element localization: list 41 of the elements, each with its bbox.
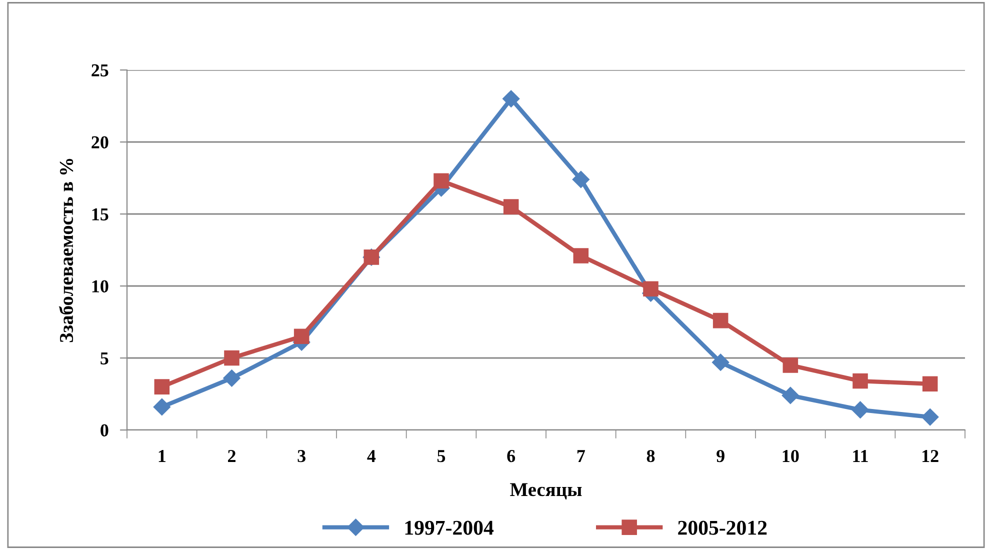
point bbox=[782, 358, 798, 373]
point bbox=[852, 373, 868, 389]
point bbox=[852, 401, 869, 418]
x-tick-label: 1 bbox=[158, 450, 166, 462]
point bbox=[154, 379, 170, 394]
x-tick-label: 11 bbox=[853, 450, 868, 462]
point bbox=[573, 248, 589, 264]
y-tick-label: 25 bbox=[92, 64, 108, 76]
point bbox=[224, 350, 240, 366]
legend-label: 2005-2012 bbox=[678, 520, 767, 535]
x-tick-label: 10 bbox=[782, 450, 799, 462]
point bbox=[922, 408, 939, 426]
y-tick-label: 20 bbox=[92, 136, 108, 148]
x-tick-label: 3 bbox=[298, 450, 306, 462]
x-axis-title: Месяцы bbox=[510, 483, 582, 500]
y-axis-title: Ззаболеваемость в % bbox=[58, 158, 74, 342]
point bbox=[782, 386, 799, 404]
x-tick-label: 2 bbox=[228, 450, 236, 462]
legend-label: 1997-2004 bbox=[405, 520, 494, 535]
x-tick-label: 7 bbox=[577, 450, 585, 462]
point bbox=[294, 328, 310, 344]
point bbox=[572, 170, 590, 188]
point bbox=[922, 376, 938, 392]
point bbox=[434, 173, 449, 189]
point bbox=[712, 312, 728, 328]
x-tick-label: 8 bbox=[646, 450, 655, 462]
y-tick-label: 10 bbox=[92, 280, 108, 292]
point bbox=[712, 354, 730, 371]
point bbox=[153, 398, 170, 416]
x-tick-label: 12 bbox=[922, 450, 938, 462]
x-tick-label: 6 bbox=[507, 450, 516, 462]
y-tick-label: 0 bbox=[100, 424, 108, 436]
point bbox=[223, 370, 240, 387]
point bbox=[502, 90, 520, 108]
x-tick-label: 4 bbox=[367, 450, 376, 462]
y-tick-label: 5 bbox=[100, 352, 108, 364]
x-tick-label: 9 bbox=[716, 450, 724, 462]
point bbox=[503, 199, 519, 214]
point bbox=[643, 281, 658, 297]
x-tick-label: 5 bbox=[437, 450, 446, 462]
y-tick-label: 15 bbox=[92, 208, 108, 220]
